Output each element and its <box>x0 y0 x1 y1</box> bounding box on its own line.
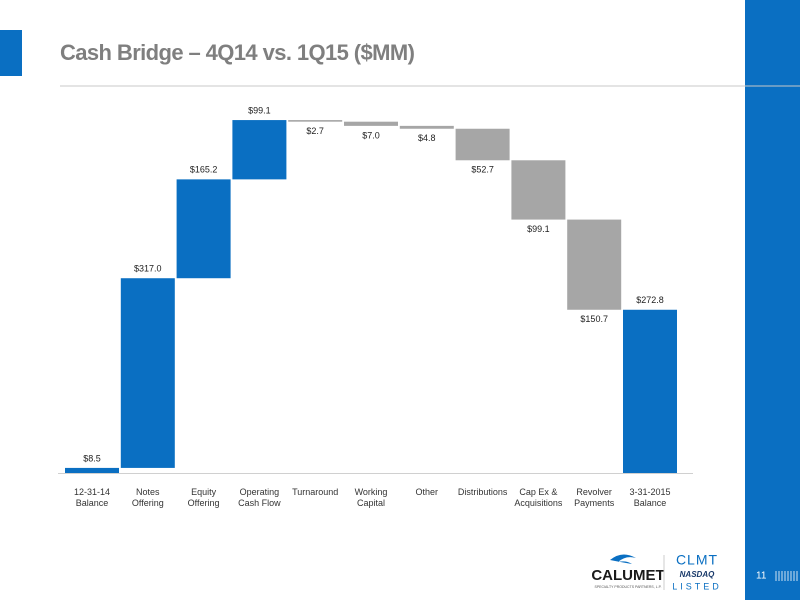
value-label: $99.1 <box>248 105 271 115</box>
value-label: $317.0 <box>134 264 162 274</box>
company-tagline: SPECIALTY PRODUCTS PARTNERS, L.P. <box>595 585 662 589</box>
value-label: $7.0 <box>362 130 380 140</box>
exchange: NASDAQ <box>680 570 715 579</box>
x-tick-label: 3-31-2015 Balance <box>629 487 671 508</box>
listed: LISTED <box>672 581 722 591</box>
bar <box>623 309 677 473</box>
bar <box>232 120 287 180</box>
chart-title: Cash Bridge – 4Q14 vs. 1Q15 ($MM) <box>60 40 415 65</box>
page-decoration <box>775 571 798 581</box>
x-tick-label: Turnaround <box>292 487 339 497</box>
bar <box>176 179 231 279</box>
bar <box>344 121 398 126</box>
page-number: 11 <box>756 571 767 582</box>
bar <box>511 160 566 220</box>
bar <box>65 467 119 473</box>
x-tick-label: Cap Ex & Acquisitions <box>514 487 563 508</box>
x-tick-label: 12-31-14 Balance <box>73 487 111 508</box>
company-name: CALUMET <box>591 567 664 584</box>
value-label: $165.2 <box>190 165 218 175</box>
x-tick-label: Distributions <box>457 487 508 497</box>
ticker: CLMT <box>676 552 718 568</box>
bar <box>567 219 622 310</box>
x-tick-label: Working Capital <box>354 487 388 508</box>
title-tab <box>0 30 22 76</box>
value-label: $272.8 <box>636 295 664 305</box>
value-label: $99.1 <box>527 224 550 234</box>
value-label: $150.7 <box>580 314 608 324</box>
x-tick-label: Operating Cash Flow <box>238 487 281 508</box>
x-tick-label: Revolver Payments <box>574 487 615 508</box>
value-label: $4.8 <box>418 133 436 143</box>
x-tick-label: Equity Offering <box>187 487 220 508</box>
value-label: $8.5 <box>83 453 101 463</box>
value-label: $52.7 <box>471 165 494 175</box>
bar <box>288 120 343 122</box>
bar <box>120 278 175 468</box>
bar <box>399 125 454 129</box>
x-tick-label: Notes Offering <box>131 487 164 508</box>
logo-mark <box>610 554 636 564</box>
x-tick-label: Other <box>415 487 439 497</box>
bar <box>455 128 510 161</box>
side-strip <box>745 0 800 600</box>
value-label: $2.7 <box>306 126 324 136</box>
